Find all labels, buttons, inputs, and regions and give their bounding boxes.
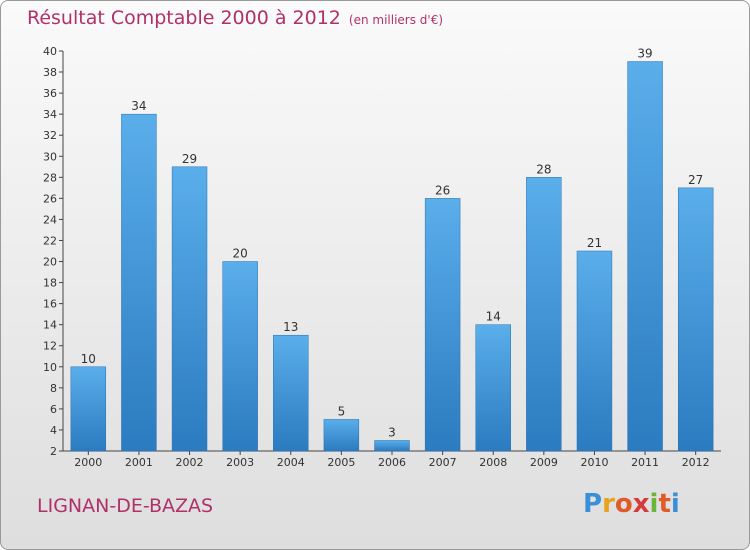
chart-title: Résultat Comptable 2000 à 2012 (en millie… xyxy=(27,7,443,29)
bar xyxy=(273,334,309,452)
x-tick-label: 2008 xyxy=(479,456,507,469)
bar-value-label: 14 xyxy=(486,310,501,324)
x-tick-label: 2003 xyxy=(226,456,254,469)
y-tick-label: 38 xyxy=(43,66,57,79)
proxiti-logo: Proxiti xyxy=(583,489,680,519)
x-tick-label: 2006 xyxy=(378,456,406,469)
bar xyxy=(424,198,461,452)
y-tick-label: 8 xyxy=(50,382,57,395)
y-tick-label: 30 xyxy=(43,150,57,163)
title-text: Résultat Comptable 2000 à 2012 xyxy=(27,7,341,29)
bar-value-label: 26 xyxy=(435,183,450,197)
x-tick-label: 2009 xyxy=(530,456,558,469)
commune-name: LIGNAN-DE-BAZAS xyxy=(37,495,214,517)
logo-letter: t xyxy=(658,489,671,519)
bar xyxy=(576,250,613,452)
y-tick-label: 14 xyxy=(43,319,57,332)
y-tick-label: 4 xyxy=(50,424,57,437)
bar-value-label: 27 xyxy=(688,173,703,187)
bar-value-label: 28 xyxy=(536,162,551,176)
bar xyxy=(627,61,663,452)
y-tick-label: 2 xyxy=(50,445,57,458)
x-tick-label: 2005 xyxy=(327,456,355,469)
y-tick-label: 20 xyxy=(43,256,57,269)
x-tick-label: 2002 xyxy=(176,456,204,469)
y-tick-label: 36 xyxy=(43,87,57,100)
y-tick-label: 26 xyxy=(43,192,57,205)
y-tick-label: 10 xyxy=(43,361,57,374)
y-tick-label: 22 xyxy=(43,234,57,247)
logo-letter: i xyxy=(649,489,659,519)
bar-value-label: 39 xyxy=(637,47,652,61)
bar-value-label: 34 xyxy=(131,99,146,113)
bar xyxy=(323,419,360,452)
chart-subtitle: (en milliers d'€) xyxy=(348,13,444,27)
y-tick-label: 16 xyxy=(43,298,57,311)
x-tick-label: 2004 xyxy=(277,456,305,469)
bar xyxy=(121,113,157,452)
y-tick-label: 18 xyxy=(43,277,57,290)
logo-letter: P xyxy=(583,489,603,519)
y-tick-label: 24 xyxy=(43,213,57,226)
bar xyxy=(222,261,258,452)
bar-value-label: 20 xyxy=(233,247,248,261)
logo-letter: o xyxy=(614,489,633,519)
logo-letter: x xyxy=(632,489,650,519)
y-tick-label: 40 xyxy=(43,45,57,58)
y-tick-label: 34 xyxy=(43,108,57,121)
bar xyxy=(171,166,208,452)
bar xyxy=(526,177,562,452)
logo-letter: i xyxy=(670,489,680,519)
x-tick-label: 2000 xyxy=(74,456,102,469)
y-tick-label: 32 xyxy=(43,129,57,142)
bar-value-label: 29 xyxy=(182,152,197,166)
x-tick-label: 2012 xyxy=(682,456,710,469)
bar xyxy=(475,324,511,452)
y-tick-label: 12 xyxy=(43,340,57,353)
logo-letter: r xyxy=(602,489,615,519)
x-tick-label: 2011 xyxy=(631,456,659,469)
x-tick-label: 2010 xyxy=(580,456,608,469)
bar-value-label: 5 xyxy=(338,404,346,418)
bar-value-label: 21 xyxy=(587,236,602,250)
bar-value-label: 10 xyxy=(81,352,96,366)
x-tick-label: 2007 xyxy=(429,456,457,469)
bar-value-label: 3 xyxy=(388,425,396,439)
bar xyxy=(70,366,107,452)
bar-value-label: 13 xyxy=(283,320,298,334)
bar xyxy=(374,440,410,452)
y-tick-label: 6 xyxy=(50,403,57,416)
x-tick-label: 2001 xyxy=(125,456,153,469)
y-tick-label: 28 xyxy=(43,171,57,184)
bar xyxy=(677,187,714,452)
